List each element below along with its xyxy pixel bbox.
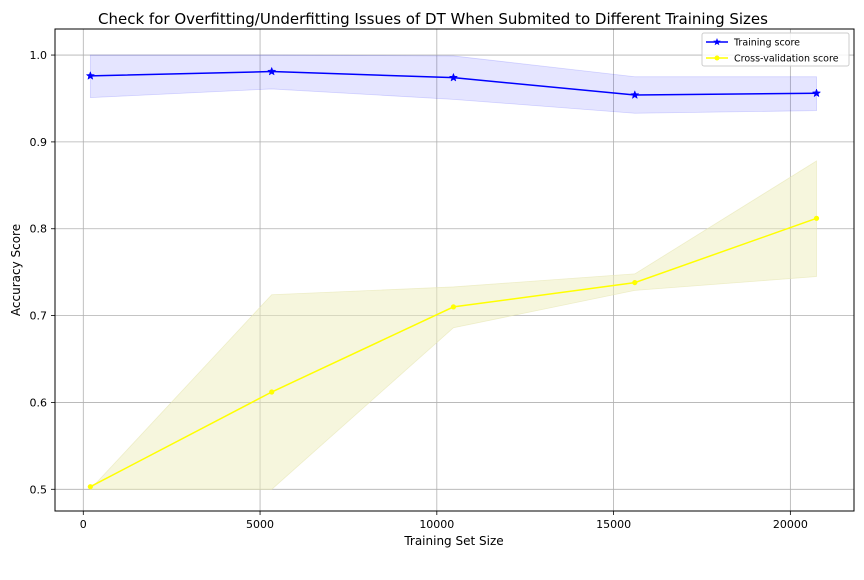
- y-tick-label: 0.5: [30, 483, 48, 496]
- cross-validation-point: [269, 389, 275, 395]
- x-axis-label: Training Set Size: [403, 534, 503, 548]
- training-point: [630, 90, 640, 99]
- series-markers: [85, 66, 822, 490]
- training-point: [448, 72, 459, 82]
- legend: Training score Cross-validation score: [701, 32, 850, 67]
- y-tick-label: 0.9: [30, 136, 48, 149]
- x-tick-label: 20000: [773, 518, 808, 531]
- legend-box: [701, 32, 850, 67]
- y-tick-label: 1.0: [30, 49, 48, 62]
- training-point: [85, 71, 96, 80]
- legend-training-label: Training score: [733, 38, 800, 49]
- legend-training-marker: [713, 38, 721, 46]
- y-tick-label: 0.7: [30, 310, 48, 323]
- plot-area-frame: [54, 28, 855, 512]
- training-point: [267, 66, 277, 76]
- axis-ticks: 0 5000 10000 15000 20000 0.5 0.6 0.7 0.8 0.9 1.0: [30, 49, 808, 531]
- legend-cross-validation-label: Cross-validation score: [734, 54, 839, 65]
- cross-validation-point: [632, 279, 638, 286]
- x-tick-label: 10000: [419, 518, 454, 531]
- legend-cross-validation-marker: [714, 55, 720, 61]
- cross-validation-point: [450, 304, 457, 310]
- training-point: [811, 88, 822, 98]
- y-axis-label: Accuracy Score: [9, 224, 23, 316]
- confidence-bands: [89, 54, 817, 490]
- y-tick-label: 0.8: [30, 223, 48, 236]
- x-tick-label: 15000: [596, 518, 631, 531]
- cross-validation-point: [87, 484, 93, 490]
- cross-validation-band: [89, 160, 817, 490]
- chart-title: Check for Overfitting/Underfitting Issue…: [98, 10, 768, 28]
- y-tick-label: 0.6: [30, 396, 48, 409]
- x-tick-label: 0: [80, 518, 87, 531]
- cross-validation-point: [813, 215, 820, 221]
- x-tick-label: 5000: [246, 518, 274, 531]
